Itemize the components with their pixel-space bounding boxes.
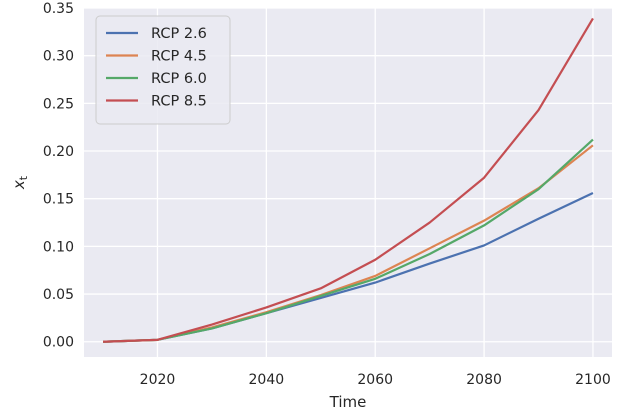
legend-box <box>95 15 231 125</box>
x-tick-label: 2080 <box>466 372 502 388</box>
y-tick-label: 0.30 <box>43 49 74 65</box>
y-axis-label-main: x <box>10 180 28 190</box>
x-tick-label: 2040 <box>249 372 285 388</box>
x-tick-labels: 2020 2040 2060 2080 2100 <box>140 372 611 388</box>
series-lines <box>103 17 594 343</box>
series-line <box>103 138 594 343</box>
y-tick-label: 0.00 <box>43 335 74 351</box>
y-axis-label: xt <box>10 175 30 190</box>
y-tick-label: 0.25 <box>43 96 74 112</box>
y-tick-label: 0.10 <box>43 239 74 255</box>
y-tick-labels: 0.00 0.05 0.10 0.15 0.20 0.25 0.30 0.35 <box>43 1 74 351</box>
legend-label: RCP 6.0 <box>151 71 207 87</box>
x-tick-label: 2100 <box>575 372 611 388</box>
x-tick-label: 2020 <box>140 372 176 388</box>
x-axis-label: Time <box>329 393 367 411</box>
y-tick-label: 0.20 <box>43 144 74 160</box>
grid <box>84 7 612 357</box>
y-tick-label: 0.05 <box>43 287 74 303</box>
legend-label: RCP 4.5 <box>151 49 207 65</box>
series-line <box>103 17 594 343</box>
y-tick-label: 0.35 <box>43 1 74 17</box>
legend-label: RCP 2.6 <box>151 26 207 42</box>
y-tick-label: 0.15 <box>43 192 74 208</box>
x-tick-label: 2060 <box>357 372 393 388</box>
y-axis-label-subscript: t <box>17 175 30 180</box>
legend-label: RCP 8.5 <box>151 94 207 110</box>
legend: RCP 2.6 RCP 4.5 RCP 6.0 RCP 8.5 <box>95 15 231 125</box>
